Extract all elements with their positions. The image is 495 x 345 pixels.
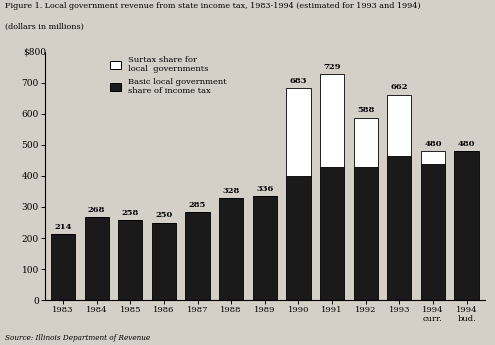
- Text: 662: 662: [391, 83, 408, 91]
- Text: Source: Illinois Department of Revenue: Source: Illinois Department of Revenue: [5, 334, 150, 342]
- Bar: [286, 176, 310, 300]
- Text: 480: 480: [424, 140, 442, 148]
- Text: 250: 250: [155, 211, 173, 219]
- Bar: [219, 198, 244, 300]
- Bar: [387, 156, 411, 300]
- Bar: [253, 196, 277, 300]
- Text: 328: 328: [223, 187, 240, 195]
- Text: 683: 683: [290, 77, 307, 85]
- Bar: [353, 167, 378, 300]
- Bar: [421, 164, 445, 300]
- Bar: [152, 223, 176, 300]
- Text: 729: 729: [323, 63, 341, 71]
- Bar: [353, 118, 378, 167]
- Bar: [421, 151, 445, 164]
- Text: 258: 258: [122, 209, 139, 217]
- Text: 336: 336: [256, 185, 274, 193]
- Bar: [454, 151, 479, 300]
- Bar: [387, 95, 411, 156]
- Legend: Surtax share for
local  governments, Basic local government
share of income tax: Surtax share for local governments, Basi…: [110, 56, 227, 95]
- Text: 480: 480: [458, 140, 475, 148]
- Bar: [320, 74, 344, 167]
- Text: 268: 268: [88, 206, 105, 214]
- Text: Figure 1. Local government revenue from state income tax, 1983-1994 (estimated f: Figure 1. Local government revenue from …: [5, 2, 421, 10]
- Text: 214: 214: [54, 223, 72, 230]
- Bar: [118, 220, 143, 300]
- Bar: [320, 167, 344, 300]
- Bar: [286, 88, 310, 176]
- Text: 588: 588: [357, 107, 374, 115]
- Bar: [85, 217, 109, 300]
- Text: 285: 285: [189, 200, 206, 208]
- Bar: [186, 211, 210, 300]
- Bar: [51, 234, 75, 300]
- Text: (dollars in millions): (dollars in millions): [5, 22, 84, 30]
- Text: $800: $800: [23, 47, 46, 56]
